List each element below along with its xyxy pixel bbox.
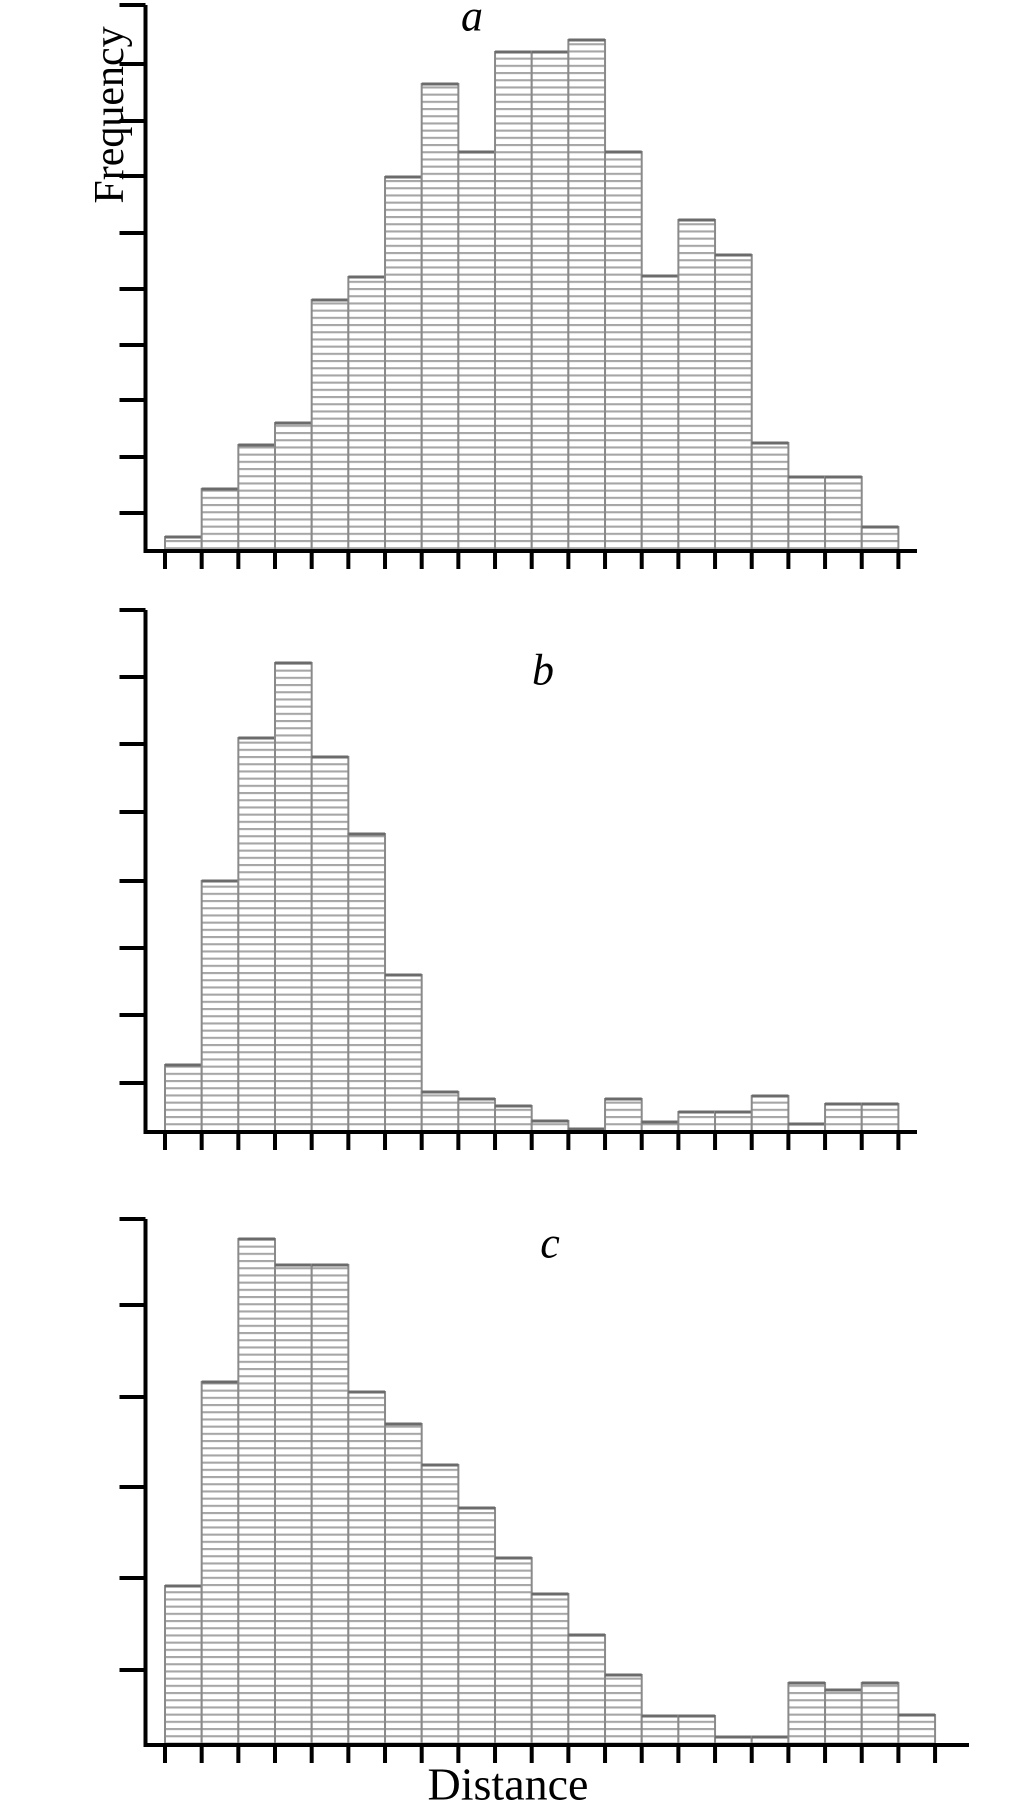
- panel-label-c: c: [540, 1218, 560, 1268]
- axes-c: [119, 1217, 969, 1763]
- bar: [420, 83, 460, 552]
- bar: [787, 1682, 827, 1746]
- bar: [164, 1585, 203, 1746]
- bar: [237, 444, 277, 552]
- bar: [457, 1098, 497, 1133]
- bar: [494, 1105, 533, 1133]
- bar: [457, 151, 497, 552]
- bar: [310, 299, 350, 552]
- x-axis-label: Distance: [427, 1758, 589, 1808]
- bar: [237, 1238, 277, 1746]
- bars-b: [164, 661, 900, 1133]
- bar: [164, 536, 203, 552]
- bar: [237, 737, 277, 1133]
- bars-a: [164, 38, 900, 552]
- bar: [347, 833, 387, 1133]
- bar: [750, 442, 790, 552]
- bar: [824, 1689, 863, 1746]
- bar: [530, 51, 570, 552]
- panel-label-b: b: [532, 645, 554, 695]
- bar: [200, 488, 240, 552]
- bar: [457, 1507, 497, 1746]
- bar: [860, 526, 900, 552]
- bar: [384, 176, 423, 552]
- bar: [420, 1091, 460, 1133]
- axes-a: [119, 3, 917, 569]
- bar: [384, 974, 423, 1133]
- panel-label-a: a: [461, 0, 483, 41]
- bar: [824, 1103, 863, 1133]
- bar: [860, 1682, 900, 1746]
- bar: [714, 254, 753, 552]
- bar: [530, 1593, 570, 1746]
- bar: [494, 1557, 533, 1746]
- bar: [897, 1714, 937, 1746]
- bar: [604, 151, 643, 552]
- bar: [824, 476, 863, 552]
- histogram-c: [119, 1217, 969, 1763]
- bar: [640, 275, 680, 552]
- bar: [787, 476, 827, 552]
- bar: [567, 1634, 607, 1746]
- bar: [200, 1381, 240, 1746]
- bar: [604, 1674, 643, 1746]
- bar: [384, 1423, 423, 1746]
- bar: [750, 1095, 790, 1133]
- bar: [714, 1111, 753, 1133]
- histogram-b: [119, 608, 917, 1150]
- bar: [164, 1064, 203, 1133]
- y-axis-label: Frequency: [87, 26, 133, 204]
- bar: [860, 1103, 900, 1133]
- bar: [494, 51, 533, 552]
- bar: [640, 1715, 680, 1746]
- bars-c: [164, 1237, 937, 1746]
- bar: [677, 1111, 717, 1133]
- bar: [310, 1264, 350, 1746]
- bar: [274, 662, 313, 1133]
- bar: [347, 1391, 387, 1746]
- bar: [274, 1264, 313, 1746]
- bar: [420, 1464, 460, 1746]
- bar: [200, 880, 240, 1133]
- bar: [274, 422, 313, 552]
- histogram-a: [119, 3, 917, 569]
- bar: [604, 1098, 643, 1133]
- bar: [567, 39, 607, 552]
- bar: [310, 756, 350, 1133]
- axes-b: [119, 608, 917, 1150]
- bar: [677, 219, 717, 552]
- bar: [347, 276, 387, 552]
- bar: [677, 1715, 717, 1746]
